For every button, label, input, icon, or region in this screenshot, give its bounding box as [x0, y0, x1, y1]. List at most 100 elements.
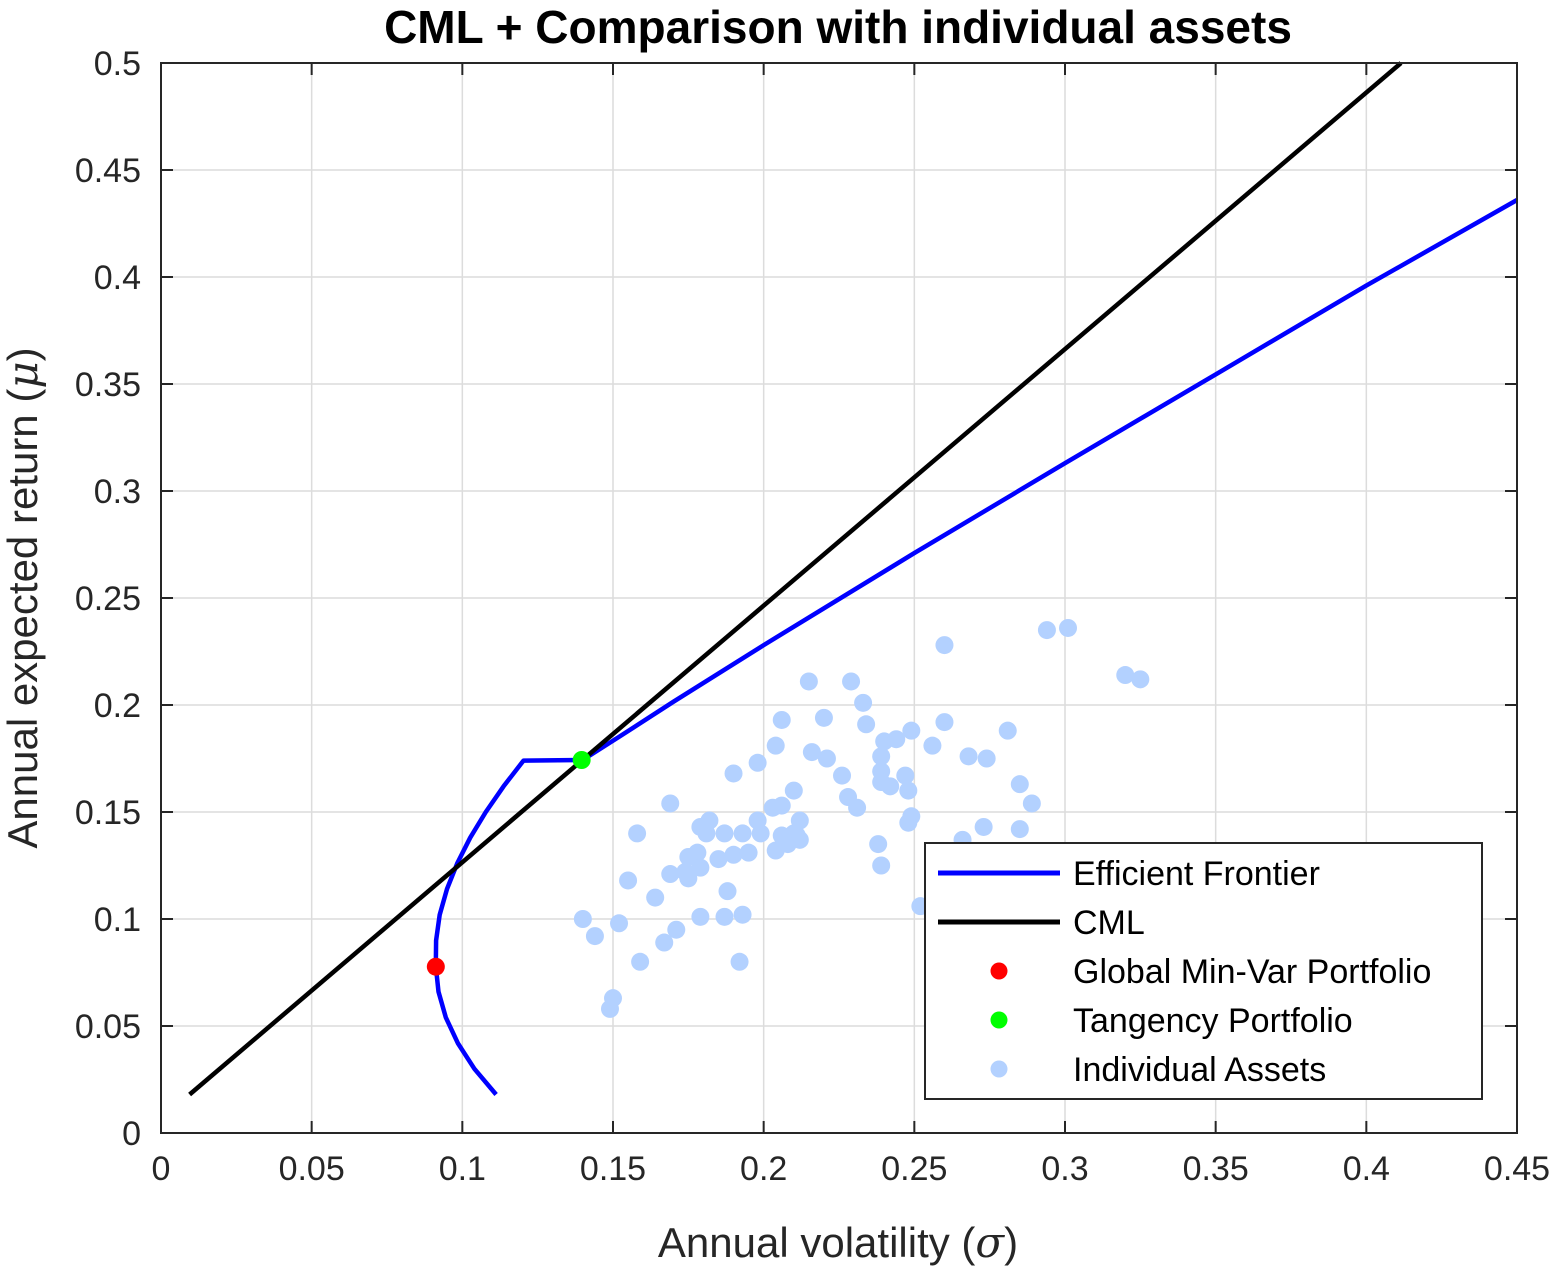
x-tick-label: 0.3 — [1041, 1150, 1088, 1188]
x-tick-label: 0.25 — [881, 1150, 947, 1188]
y-tick-label: 0.3 — [94, 473, 141, 511]
asset-point — [619, 871, 638, 890]
asset-point — [1010, 775, 1029, 794]
x-tick-label: 0.35 — [1183, 1150, 1249, 1188]
individual-assets-series — [573, 618, 1150, 1018]
x-tick-label: 0.05 — [279, 1150, 345, 1188]
asset-point — [857, 715, 876, 734]
x-tick-label: 0 — [152, 1150, 171, 1188]
y-tick-labels: 0 0.05 0.1 0.15 0.2 0.25 0.3 0.35 0.4 0.45 0.5 — [75, 45, 141, 1153]
asset-point — [790, 811, 809, 830]
tangency-point — [572, 750, 591, 769]
y-tick-label: 0.4 — [94, 259, 141, 297]
asset-point — [902, 721, 921, 740]
y-tick-label: 0.45 — [75, 152, 141, 190]
asset-point — [585, 927, 604, 946]
legend-gmv-marker — [990, 962, 1008, 980]
gmv-point — [426, 957, 445, 976]
asset-point — [1131, 670, 1150, 689]
asset-point — [724, 845, 743, 864]
asset-point — [700, 811, 719, 830]
asset-point — [573, 910, 592, 928]
asset-point — [766, 736, 785, 755]
y-tick-label: 0.25 — [75, 580, 141, 618]
asset-point — [814, 708, 833, 727]
asset-point — [655, 933, 674, 952]
asset-point — [1022, 794, 1041, 813]
asset-point — [881, 777, 900, 796]
asset-point — [833, 766, 852, 785]
asset-point — [691, 858, 710, 877]
legend-assets-label: Individual Assets — [1073, 1051, 1326, 1089]
asset-point — [902, 807, 921, 826]
asset-point — [718, 882, 737, 901]
legend-box — [924, 842, 1483, 1100]
asset-point — [610, 914, 629, 933]
asset-point — [974, 817, 993, 836]
legend-assets-marker — [990, 1060, 1008, 1078]
y-axis-label: Annual expected return (μ) — [0, 347, 47, 848]
asset-point — [748, 753, 767, 772]
asset-point — [715, 824, 734, 843]
asset-point — [854, 693, 873, 712]
efficient-frontier-line-upper — [580, 198, 1519, 763]
line-series — [188, 61, 1519, 1097]
legend-efficient-frontier-label: Efficient Frontier — [1073, 855, 1320, 893]
asset-point — [842, 672, 861, 691]
asset-point — [784, 781, 803, 800]
x-tick-label: 0.15 — [580, 1150, 646, 1188]
portfolio-points — [426, 750, 591, 976]
asset-point — [817, 749, 836, 768]
x-tick-labels: 0 0.05 0.1 0.15 0.2 0.25 0.3 0.35 0.4 0.45 — [152, 1150, 1551, 1188]
y-tick-label: 0.15 — [75, 794, 141, 832]
asset-point — [631, 952, 650, 971]
asset-point — [1037, 621, 1056, 640]
asset-point — [661, 865, 680, 884]
chart-title: CML + Comparison with individual assets — [384, 1, 1292, 53]
asset-point — [802, 743, 821, 762]
legend: Efficient Frontier CML Global Min-Var Po… — [924, 842, 1483, 1100]
x-tick-label: 0.4 — [1343, 1150, 1390, 1188]
asset-point — [730, 952, 749, 971]
asset-point — [646, 888, 665, 907]
asset-point — [604, 989, 622, 1008]
x-tick-label: 0.1 — [439, 1150, 486, 1188]
efficient-frontier-line-lower — [433, 757, 582, 1096]
y-tick-label: 0.5 — [94, 45, 141, 83]
x-tick-label: 0.45 — [1484, 1150, 1550, 1188]
asset-point — [935, 636, 954, 655]
asset-point — [1010, 820, 1029, 839]
legend-tangency-label: Tangency Portfolio — [1073, 1002, 1353, 1040]
asset-point — [751, 824, 770, 843]
asset-point — [715, 907, 734, 926]
x-axis-label: Annual volatility (σ) — [658, 1218, 1018, 1267]
asset-point — [848, 798, 867, 817]
asset-point — [1116, 666, 1135, 685]
asset-point — [923, 736, 942, 755]
asset-point — [772, 710, 791, 729]
asset-point — [691, 907, 710, 926]
asset-point — [887, 730, 906, 749]
asset-point — [667, 920, 686, 939]
cml-line — [188, 61, 1403, 1097]
y-tick-label: 0.05 — [75, 1008, 141, 1046]
x-tick-label: 0.2 — [740, 1150, 787, 1188]
asset-point — [899, 781, 918, 800]
asset-point — [733, 905, 752, 924]
y-tick-label: 0.35 — [75, 366, 141, 404]
y-tick-label: 0.1 — [94, 901, 141, 939]
asset-point — [959, 747, 978, 766]
asset-point — [872, 747, 891, 766]
asset-point — [872, 856, 891, 875]
legend-gmv-label: Global Min-Var Portfolio — [1073, 953, 1431, 991]
asset-point — [628, 824, 647, 843]
ticks — [160, 62, 1518, 1134]
asset-point — [1059, 618, 1078, 637]
asset-point — [799, 672, 818, 691]
asset-point — [896, 766, 915, 785]
asset-point — [724, 764, 743, 783]
asset-point — [709, 850, 728, 869]
asset-point — [679, 869, 698, 888]
asset-point — [998, 721, 1017, 740]
